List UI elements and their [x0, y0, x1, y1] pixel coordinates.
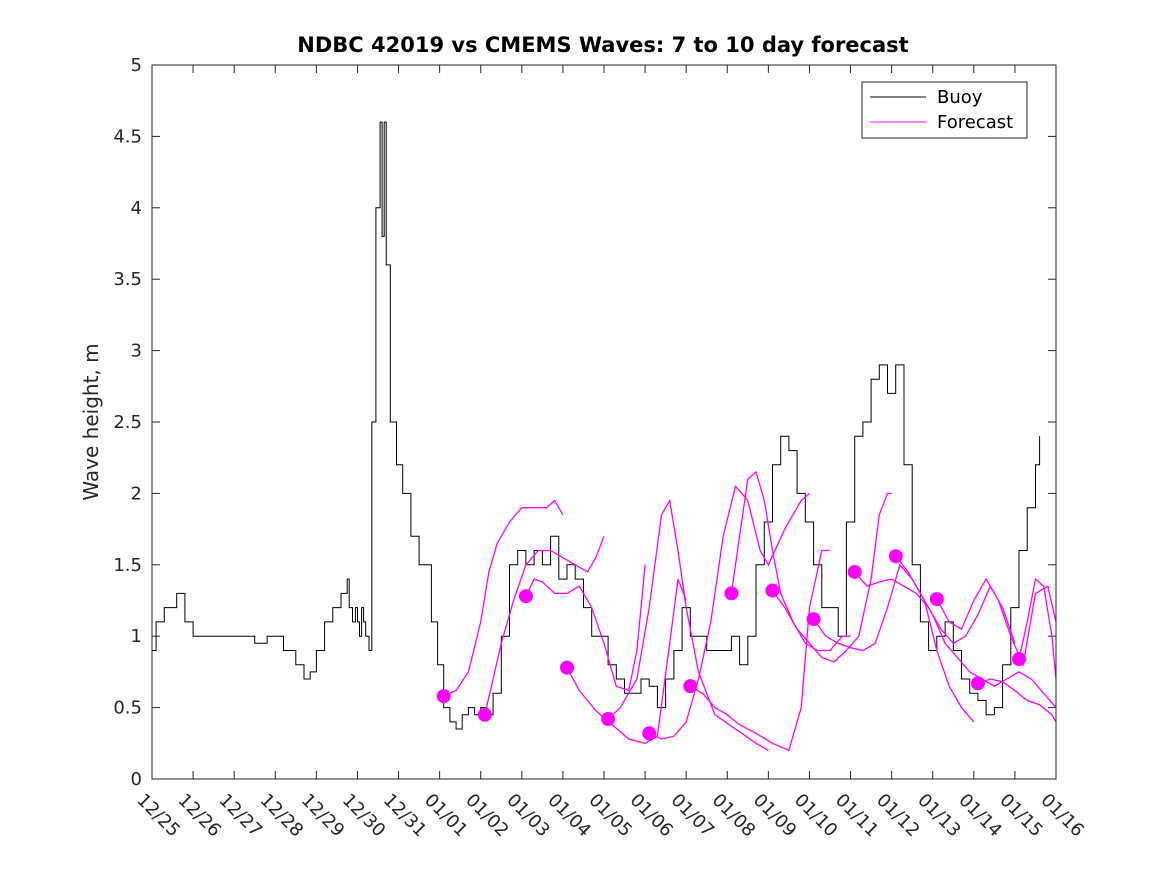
- y-tick-label: 5: [131, 55, 142, 76]
- x-tick-label: 01/13: [913, 790, 965, 842]
- y-tick-label: 1: [131, 626, 142, 647]
- x-tick-label: 01/04: [543, 790, 595, 842]
- y-tick-label: 0: [131, 769, 142, 790]
- x-tick-label: 01/10: [790, 790, 842, 842]
- forecast-line: [936, 577, 1057, 668]
- x-tick-label: 01/08: [708, 790, 760, 842]
- forecast-marker: [518, 589, 533, 604]
- y-tick-label: 3.5: [113, 269, 142, 290]
- y-tick-label: 0.5: [113, 698, 142, 719]
- x-tick-label: 01/06: [626, 790, 678, 842]
- forecast-line: [484, 535, 605, 715]
- y-axis: 0 0.5 1 1.5 2 2.5 3 3.5 4 4.5 5: [113, 55, 1056, 790]
- x-tick-label: 12/25: [132, 790, 184, 842]
- forecast-marker: [806, 612, 821, 627]
- x-tick-label: 01/09: [749, 790, 801, 842]
- x-tick-label: 12/26: [174, 790, 226, 842]
- x-tick-label: 01/12: [872, 790, 924, 842]
- forecast-line: [977, 678, 1057, 723]
- legend-box: [861, 81, 1028, 139]
- legend: Buoy Forecast: [861, 81, 1028, 139]
- forecast-marker: [560, 660, 575, 675]
- chart-title: NDBC 42019 vs CMEMS Waves: 7 to 10 day f…: [297, 33, 908, 57]
- forecast-marker: [888, 549, 903, 564]
- x-tick-label: 01/14: [954, 790, 1006, 842]
- y-tick-label: 2: [131, 483, 142, 504]
- x-tick-label: 12/31: [379, 790, 431, 842]
- x-tick-label: 01/03: [502, 790, 554, 842]
- x-tick-label: 12/27: [215, 790, 267, 842]
- forecast-line: [813, 563, 975, 723]
- buoy-series-line: [152, 121, 1041, 730]
- forecast-line: [443, 499, 564, 697]
- forecast-line: [1018, 577, 1057, 680]
- series-layer: [152, 121, 1057, 752]
- y-axis-label: Wave height, m: [79, 343, 103, 500]
- y-tick-label: 2.5: [113, 412, 142, 433]
- forecast-marker: [683, 679, 698, 694]
- legend-buoy-label: Buoy: [937, 87, 983, 108]
- forecast-line: [648, 484, 810, 740]
- forecast-line: [566, 578, 687, 744]
- forecast-marker: [724, 586, 739, 601]
- x-tick-label: 12/29: [297, 790, 349, 842]
- forecast-marker: [436, 689, 451, 704]
- forecast-marker: [847, 564, 862, 579]
- plot-area: [152, 65, 1056, 779]
- x-tick-label: 01/11: [831, 790, 883, 842]
- forecast-marker: [765, 583, 780, 598]
- forecast-marker: [477, 707, 492, 722]
- forecast-marker: [1012, 652, 1027, 667]
- y-tick-label: 3: [131, 341, 142, 362]
- x-tick-label: 01/16: [1036, 790, 1088, 842]
- x-tick-label: 12/28: [256, 790, 308, 842]
- legend-forecast-label: Forecast: [937, 112, 1013, 133]
- x-tick-label: 01/05: [584, 790, 636, 842]
- x-tick-label: 01/15: [995, 790, 1047, 842]
- y-tick-label: 1.5: [113, 555, 142, 576]
- forecast-marker: [970, 676, 985, 691]
- y-tick-label: 4: [131, 198, 142, 219]
- forecast-marker: [929, 592, 944, 607]
- forecast-line: [895, 555, 1057, 709]
- forecast-line: [730, 470, 851, 652]
- x-tick-label: 01/07: [667, 790, 719, 842]
- forecast-marker: [642, 726, 657, 741]
- y-tick-label: 4.5: [113, 126, 142, 147]
- forecast-line: [771, 492, 892, 663]
- forecast-marker: [601, 712, 616, 727]
- plot-background: [152, 65, 1056, 779]
- forecast-line: [607, 498, 769, 751]
- x-tick-label: 01/02: [461, 790, 513, 842]
- forecast-line: [525, 564, 646, 692]
- x-tick-label: 12/30: [338, 790, 390, 842]
- forecast-line: [689, 549, 830, 752]
- plot-frame: [151, 64, 1057, 780]
- x-tick-label: 01/01: [420, 790, 472, 842]
